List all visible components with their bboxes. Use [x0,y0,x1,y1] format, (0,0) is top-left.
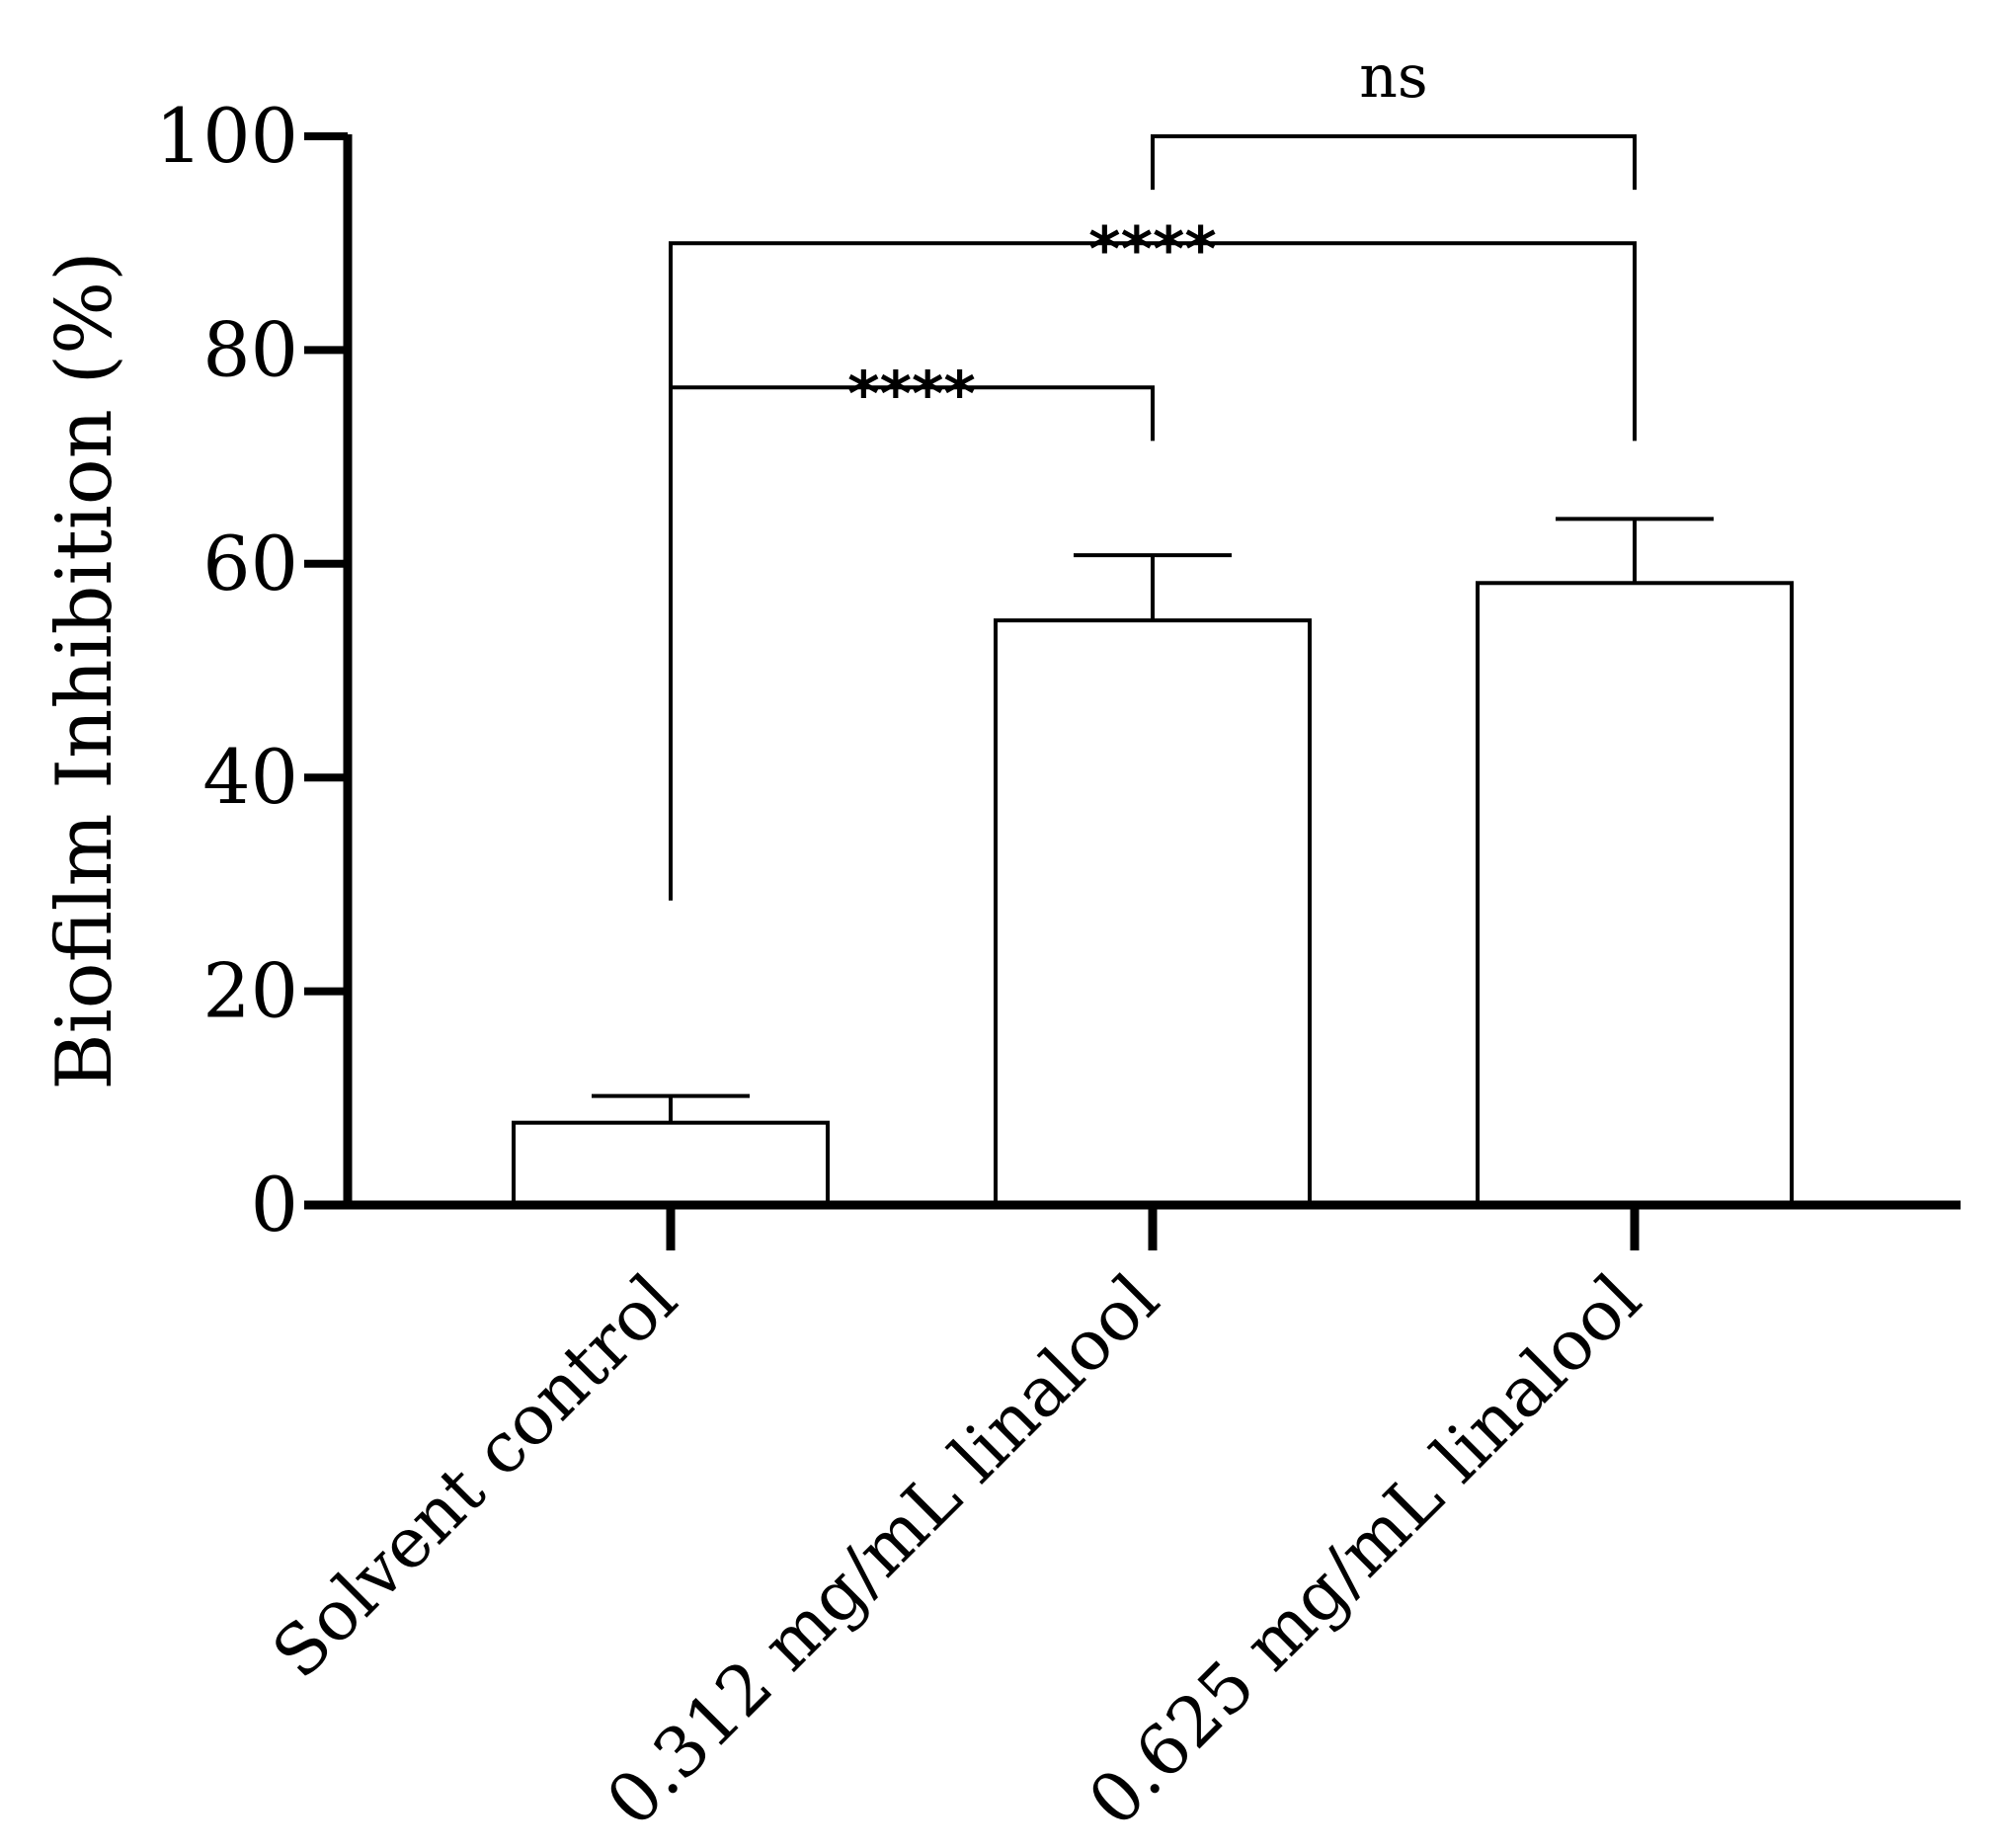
bar-0 [512,1120,830,1208]
bar-2 [1476,581,1794,1207]
significance-bracket-1 [669,241,1637,901]
y-tick-label-2: 40 [202,733,298,821]
significance-bracket-2 [1151,134,1637,191]
bar-1 [994,618,1312,1207]
significance-label-1: **** [1088,213,1217,285]
y-axis-title: Biofilm Inhibition (%) [40,251,129,1089]
significance-label-2: ns [1359,42,1427,112]
y-tick-label-4: 80 [202,305,298,393]
y-tick-label-5: 100 [155,92,298,180]
category-label-0: Solvent control [257,1258,692,1694]
y-tick-label-1: 20 [202,947,298,1035]
y-tick-label-3: 60 [202,520,298,607]
category-label-1: 0.312 mg/mL linalool [591,1258,1174,1842]
y-tick-label-0: 0 [251,1161,298,1248]
significance-label-0: **** [847,358,976,430]
category-label-2: 0.625 mg/mL linalool [1073,1258,1656,1842]
